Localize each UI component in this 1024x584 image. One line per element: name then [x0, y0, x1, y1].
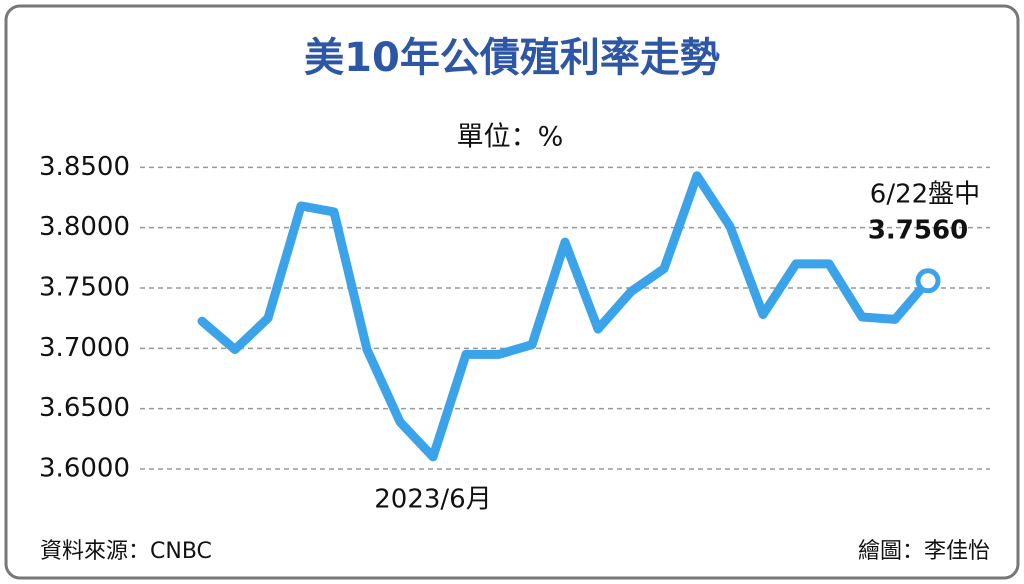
- value-label: 3.7560: [868, 215, 968, 245]
- y-tick-label: 3.6500: [39, 393, 130, 423]
- y-tick-label: 3.6000: [39, 454, 130, 484]
- chart-title: 美10年公債殖利率走勢: [304, 35, 720, 81]
- y-tick-label: 3.7000: [39, 333, 130, 363]
- data-line: [197, 171, 933, 462]
- unit-label: 單位：%: [457, 122, 564, 153]
- y-tick-label: 3.8500: [39, 152, 130, 182]
- credit: 繪圖：李佳怡: [858, 539, 990, 564]
- end-marker: [915, 268, 941, 294]
- x-tick-label: 2023/6月: [374, 485, 491, 515]
- y-tick-label: 3.7500: [39, 273, 130, 303]
- frame: [4, 4, 1020, 580]
- y-tick-label: 3.8000: [39, 212, 130, 242]
- source: 資料來源：CNBC: [40, 539, 212, 564]
- end-annotation: 6/22盤中: [870, 179, 980, 209]
